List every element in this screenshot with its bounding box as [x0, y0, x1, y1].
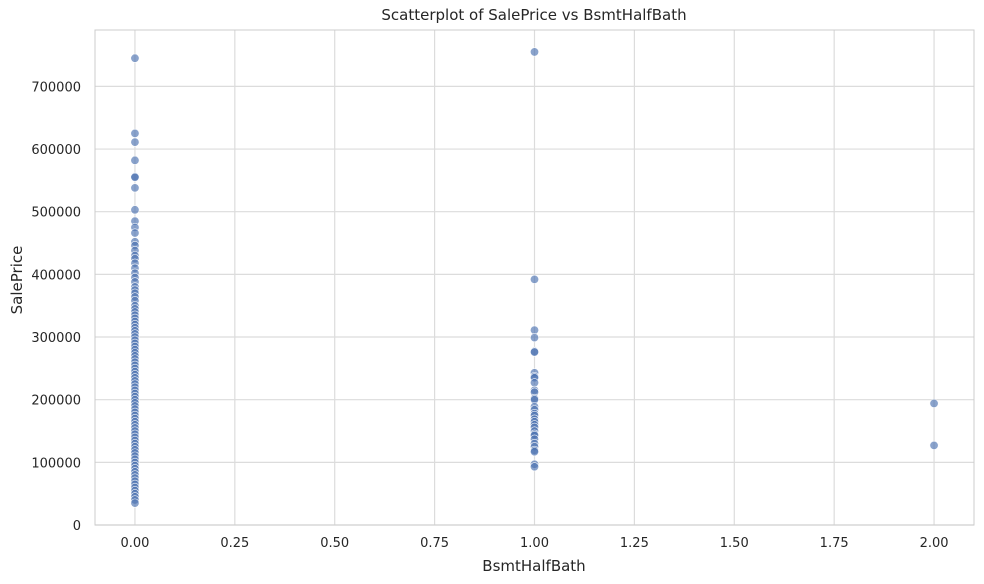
x-tick-label: 1.25 [620, 536, 649, 551]
x-tick-label: 2.00 [920, 536, 949, 551]
y-tick-label: 600000 [31, 143, 81, 158]
data-point [529, 47, 539, 57]
data-point [529, 347, 539, 357]
data-point [130, 172, 140, 182]
x-tick-label: 0.25 [220, 536, 249, 551]
data-point [529, 378, 539, 388]
data-point [929, 440, 939, 450]
data-point [130, 137, 140, 147]
plot-frame [94, 29, 975, 526]
x-tick-label: 1.75 [820, 536, 849, 551]
data-point [130, 155, 140, 165]
x-tick-label: 1.50 [720, 536, 749, 551]
y-tick-label: 700000 [31, 80, 81, 95]
x-tick-label: 0.75 [420, 536, 449, 551]
data-point [130, 183, 140, 193]
data-points [130, 47, 939, 508]
x-tick-label: 1.00 [520, 536, 549, 551]
data-point [130, 205, 140, 215]
data-point [130, 128, 140, 138]
data-point [529, 325, 539, 335]
data-point [529, 447, 539, 457]
x-axis-label: BsmtHalfBath [482, 557, 585, 575]
data-point [130, 53, 140, 63]
y-axis-label: SalePrice [8, 246, 26, 315]
y-tick-label: 0 [73, 519, 81, 534]
x-tick-label: 0.50 [320, 536, 349, 551]
x-tick-labels: 0.00 0.25 0.50 0.75 1.00 1.25 1.50 1.75 2.00 [120, 536, 948, 551]
data-point [130, 228, 140, 238]
y-tick-label: 300000 [31, 331, 81, 346]
data-point [529, 462, 539, 472]
data-point [529, 274, 539, 284]
x-tick-label: 0.00 [120, 536, 149, 551]
data-point [529, 333, 539, 343]
y-tick-label: 500000 [31, 206, 81, 221]
y-tick-labels: 0 100000 200000 300000 400000 500000 600000 700… [31, 80, 81, 534]
data-point [929, 398, 939, 408]
chart-title: Scatterplot of SalePrice vs BsmtHalfBath [381, 6, 686, 24]
data-point [130, 498, 140, 508]
y-tick-label: 100000 [31, 456, 81, 471]
y-tick-label: 400000 [31, 268, 81, 283]
y-tick-label: 200000 [31, 394, 81, 409]
